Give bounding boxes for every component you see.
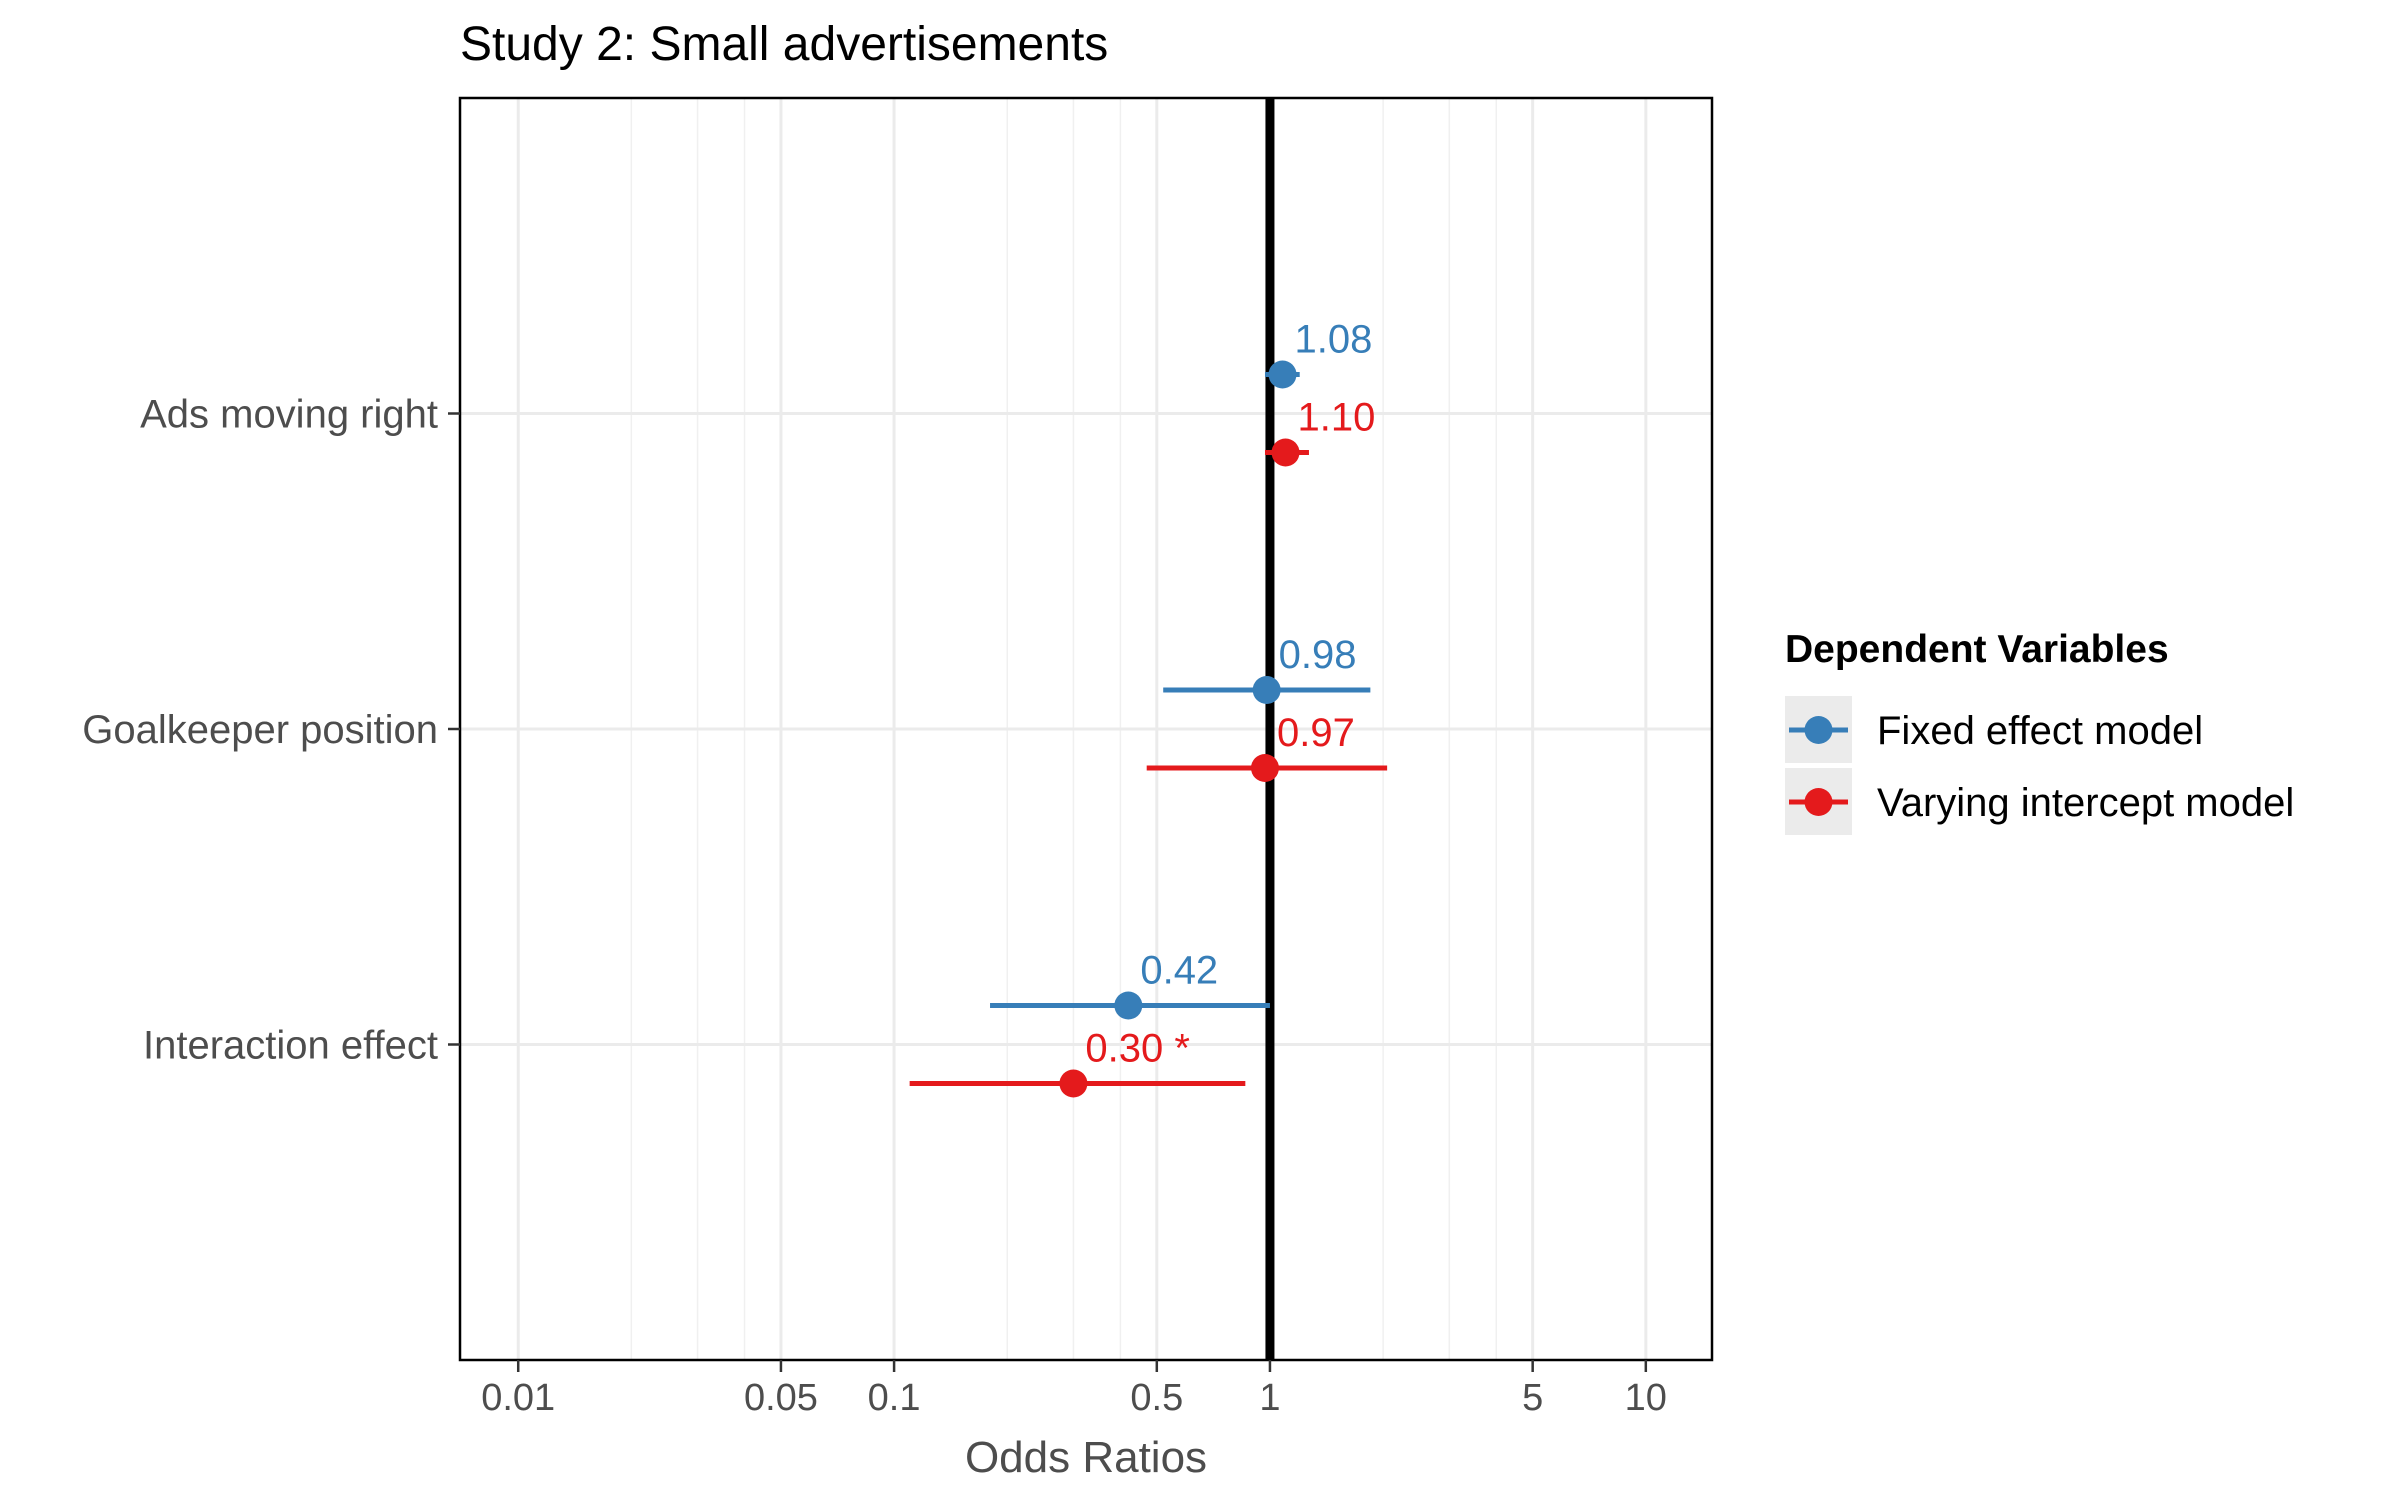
point-estimate: [1271, 438, 1300, 467]
x-tick-label: 0.01: [481, 1377, 555, 1419]
y-tick-label: Ads moving right: [140, 393, 438, 437]
x-tick-label: 0.1: [868, 1377, 921, 1419]
y-tick-label: Interaction effect: [143, 1024, 438, 1068]
x-tick-label: 1: [1259, 1377, 1280, 1419]
point-estimate: [1250, 754, 1279, 782]
point-estimate: [1252, 676, 1281, 704]
x-axis-label: Odds Ratios: [965, 1433, 1207, 1482]
legend-label: Varying intercept model: [1877, 781, 2294, 825]
value-label: 0.98: [1279, 633, 1357, 677]
legend-title: Dependent Variables: [1785, 628, 2169, 671]
value-label: 0.42: [1140, 949, 1218, 993]
value-label: 0.30 *: [1085, 1027, 1190, 1071]
x-tick-label: 5: [1522, 1377, 1543, 1419]
legend: Dependent Variables Fixed effect model Va…: [1785, 628, 2294, 835]
point-estimate: [1059, 1069, 1088, 1098]
axis-layer: 0.01 0.05 0.1 0.5 1 5 10 Ads moving right Goalke…: [82, 393, 1667, 1420]
chart-title: Study 2: Small advertisements: [460, 18, 1108, 71]
marks-layer: 1.08 0.98 0.42 1.10 0.97 0.30 *: [909, 318, 1388, 1098]
value-label: 1.10: [1298, 396, 1376, 440]
y-tick-label: Goalkeeper position: [82, 708, 438, 752]
point-estimate: [1114, 991, 1143, 1020]
value-label: 0.97: [1277, 711, 1355, 755]
legend-key-point: [1804, 788, 1833, 816]
legend-label: Fixed effect model: [1877, 709, 2203, 753]
x-tick-label: 0.05: [744, 1377, 818, 1419]
legend-key-point: [1804, 716, 1833, 744]
grid-layer: [460, 98, 1712, 1360]
point-estimate: [1268, 360, 1297, 389]
value-label: 1.08: [1295, 318, 1373, 362]
x-tick-label: 0.5: [1130, 1377, 1183, 1419]
x-tick-label: 10: [1625, 1377, 1667, 1419]
